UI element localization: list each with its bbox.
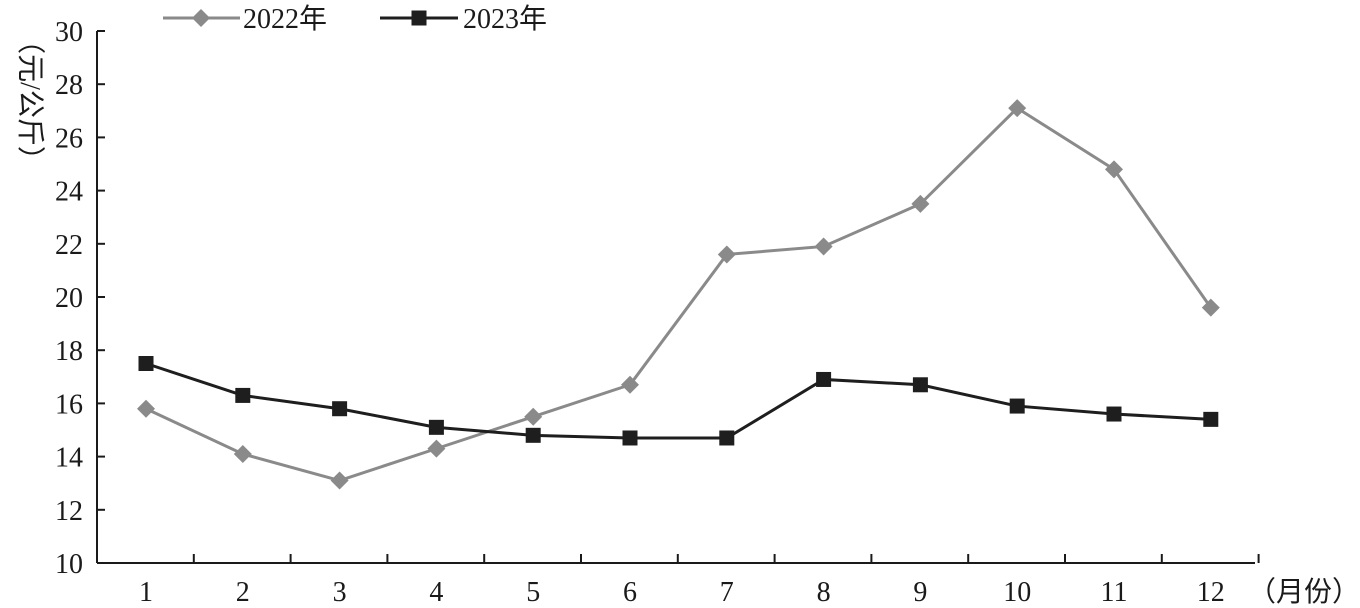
x-axis-title: （月份）: [1248, 576, 1360, 608]
data-point: [717, 245, 736, 264]
y-tick-label: 20: [55, 283, 83, 314]
x-tick-label: 11: [1101, 577, 1128, 608]
legend-label-2022: 2022年: [243, 3, 327, 35]
y-tick-label: 30: [55, 17, 83, 48]
data-point: [137, 399, 155, 418]
series-line: [145, 362, 1211, 440]
y-tick-label: 18: [55, 336, 83, 367]
x-tick-label: 7: [720, 577, 734, 608]
data-point: [332, 401, 348, 417]
data-point: [235, 387, 251, 403]
y-tick-label: 26: [55, 123, 83, 154]
data-point: [330, 471, 349, 490]
data-point: [138, 356, 154, 371]
series-layer: [137, 99, 1220, 490]
series-2022: [137, 99, 1220, 490]
data-point: [911, 194, 930, 213]
data-point: [1203, 411, 1219, 427]
legend-item-2022: 2022年: [163, 3, 327, 35]
y-tick-label: 12: [55, 496, 83, 527]
data-point: [525, 427, 541, 443]
legend-item-2023: 2023年: [380, 3, 547, 35]
data-point: [912, 377, 928, 393]
y-tick-label: 10: [55, 549, 83, 580]
legend-marker-2022: [192, 9, 210, 27]
x-tick-label: 3: [333, 577, 347, 608]
legend-label-2023: 2023年: [463, 3, 547, 35]
data-point: [1105, 160, 1123, 179]
y-tick-label: 24: [55, 177, 83, 208]
data-point: [814, 237, 833, 256]
x-tick-label: 12: [1197, 577, 1225, 608]
x-tick-label: 9: [913, 577, 927, 608]
x-tick-label: 10: [1003, 577, 1031, 608]
data-point: [1201, 298, 1220, 317]
data-point: [524, 407, 543, 426]
data-point: [621, 375, 639, 394]
data-point: [1009, 398, 1025, 414]
x-tick-label: 8: [817, 577, 831, 608]
x-tick-label: 4: [429, 577, 443, 608]
data-point: [428, 419, 444, 435]
series-line: [145, 106, 1213, 483]
y-axis-title: （元/公斤）: [14, 26, 46, 174]
data-point: [1008, 99, 1027, 118]
data-point: [719, 430, 735, 446]
legend-marker-2023: [411, 10, 427, 26]
y-tick-label: 14: [55, 443, 83, 474]
x-tick-label: 5: [526, 577, 540, 608]
y-tick-label: 16: [55, 389, 83, 420]
x-tick-label: 2: [236, 577, 250, 608]
y-tick-label: 28: [55, 70, 83, 101]
data-point: [816, 371, 832, 387]
y-ticks: 10 12 14 16 18 20 22 24 26 28 30: [55, 17, 105, 580]
x-ticks: 1 2 3 4 5 6 7 8 9 10 11 12: [96, 554, 1260, 608]
data-point: [1106, 406, 1122, 422]
series-2023: [138, 356, 1219, 446]
x-tick-label: 6: [623, 577, 637, 608]
legend: 2022年 2023年: [163, 3, 547, 35]
data-point: [622, 430, 638, 446]
data-point: [427, 439, 446, 458]
x-tick-label: 1: [139, 577, 153, 608]
y-tick-label: 22: [55, 230, 83, 261]
data-point: [233, 444, 252, 463]
